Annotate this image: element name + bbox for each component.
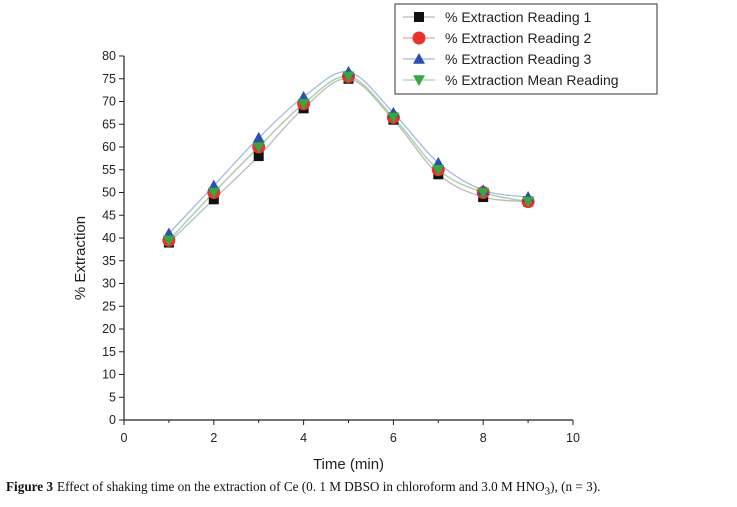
series-line-2 — [168, 75, 529, 241]
series-lines — [168, 71, 529, 244]
legend-label-4: % Extraction Mean Reading — [445, 72, 619, 88]
figure-caption: Figure 3 Effect of shaking time on the ex… — [6, 479, 734, 498]
y-tick-label: 5 — [109, 390, 116, 404]
axes: 0 5 10 15 20 25 30 35 40 45 50 55 60 65 70 75 80 0 2 4 6 8 10 T… — [72, 49, 580, 473]
data-point-series-4 — [477, 187, 490, 199]
legend-marker-2 — [412, 31, 426, 45]
data-point-series-3 — [252, 131, 265, 143]
x-tick-label: 0 — [121, 431, 128, 445]
legend-marker-3 — [413, 53, 425, 64]
y-axis-title: % Extraction — [72, 216, 89, 300]
y-tick-label: 30 — [102, 277, 116, 291]
legend-label-2: % Extraction Reading 2 — [445, 30, 592, 46]
y-tick-label: 45 — [102, 208, 116, 222]
x-tick-label: 2 — [210, 431, 217, 445]
y-tick-label: 80 — [102, 49, 116, 63]
data-point-series-1 — [208, 194, 219, 205]
y-tick-label: 15 — [102, 345, 116, 359]
data-point-series-4 — [387, 112, 400, 124]
y-tick-label: 75 — [102, 72, 116, 86]
data-point-series-4 — [162, 235, 175, 247]
caption-text-end: ), (n = 3). — [550, 479, 601, 494]
y-tick-label: 25 — [102, 299, 116, 313]
data-point-series-4 — [432, 164, 445, 176]
y-tick-label: 20 — [102, 322, 116, 336]
legend-label-3: % Extraction Reading 3 — [445, 51, 592, 67]
series-line-1 — [168, 78, 529, 244]
x-axis-title: Time (min) — [313, 456, 384, 473]
legend-box — [394, 3, 658, 95]
data-point-series-4 — [522, 196, 535, 208]
legend: % Extraction Reading 1 % Extraction Readi… — [394, 3, 658, 95]
y-tick-label: 60 — [102, 140, 116, 154]
data-point-series-4 — [297, 98, 310, 110]
series-line-3 — [168, 71, 529, 234]
x-tick-label: 6 — [390, 431, 397, 445]
caption-text: Effect of shaking time on the extraction… — [57, 479, 545, 494]
y-tick-label: 10 — [102, 368, 116, 382]
y-tick-label: 35 — [102, 254, 116, 268]
y-tick-label: 50 — [102, 186, 116, 200]
series-line-4 — [168, 75, 529, 241]
data-point-series-1 — [253, 151, 264, 162]
legend-marker-1 — [414, 12, 424, 22]
y-tick-label: 0 — [109, 413, 116, 427]
y-tick-label: 40 — [102, 231, 116, 245]
legend-label-1: % Extraction Reading 1 — [445, 9, 592, 25]
data-point-series-4 — [207, 187, 220, 199]
caption-label: Figure 3 — [6, 479, 54, 494]
x-tick-label: 10 — [566, 431, 580, 445]
y-tick-label: 55 — [102, 163, 116, 177]
legend-marker-4 — [413, 75, 425, 86]
series-markers — [162, 65, 535, 248]
y-tick-label: 70 — [102, 95, 116, 109]
y-tick-label: 65 — [102, 117, 116, 131]
data-point-series-4 — [252, 142, 265, 153]
x-tick-label: 8 — [480, 431, 487, 445]
line-chart: 0 5 10 15 20 25 30 35 40 45 50 55 60 65 70 75 80 0 2 4 6 8 10 T… — [72, 3, 658, 473]
data-point-series-4 — [342, 71, 355, 83]
caption-subscript: 3 — [544, 485, 551, 498]
x-tick-label: 4 — [300, 431, 307, 445]
